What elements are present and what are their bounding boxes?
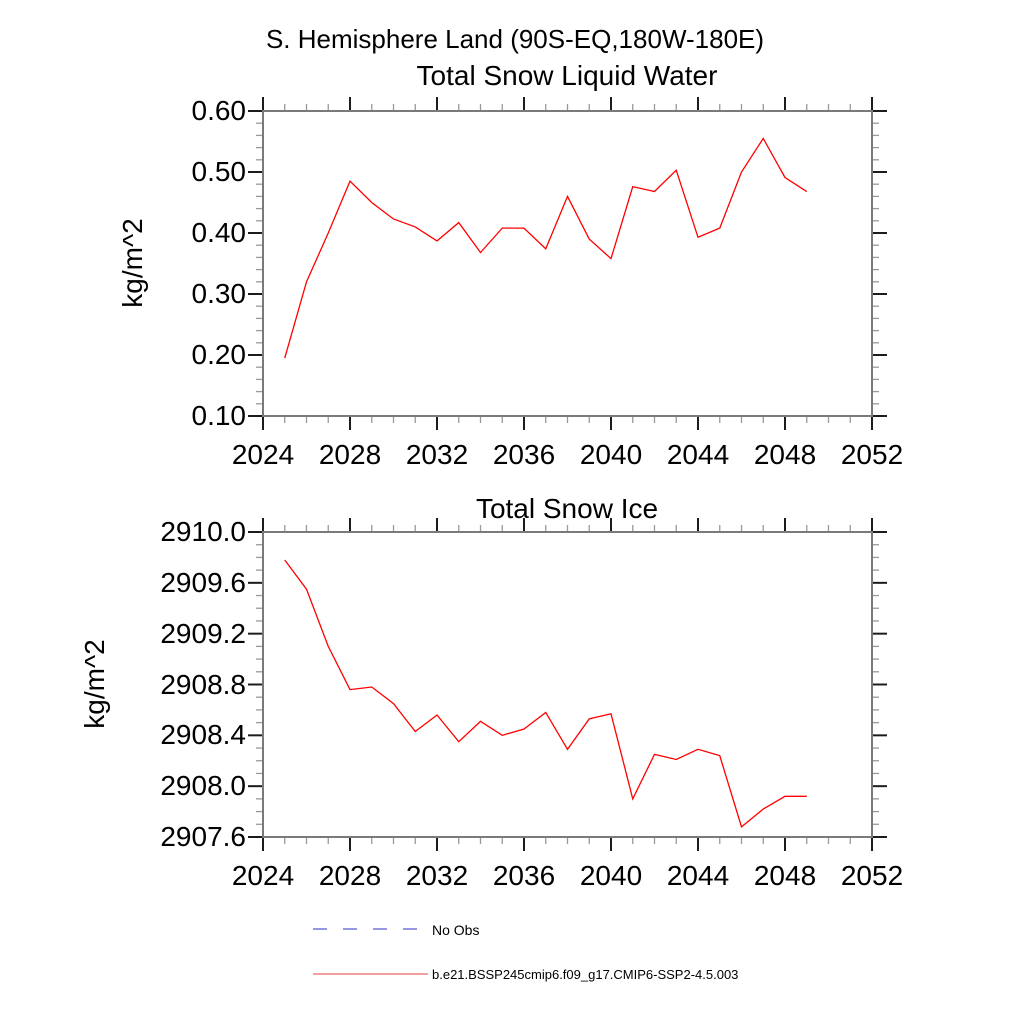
x-tick-label: 2032 bbox=[405, 439, 469, 470]
legend-label-model: b.e21.BSSP245cmip6.f09_g17.CMIP6-SSP2-4.… bbox=[432, 967, 739, 982]
figure-suptitle: S. Hemisphere Land (90S-EQ,180W-180E) bbox=[265, 24, 765, 54]
x-tick-label: 2048 bbox=[753, 860, 817, 891]
y-tick-label: 2909.6 bbox=[160, 566, 246, 598]
x-tick-label: 2044 bbox=[666, 860, 730, 891]
y-tick-label: 0.50 bbox=[191, 156, 247, 187]
chart-title-total-snow-liquid-water: Total Snow Liquid Water bbox=[416, 60, 718, 91]
y-tick-label: 2908.0 bbox=[160, 770, 246, 802]
y-tick-label: 2908.8 bbox=[160, 668, 246, 700]
y-tick-label: 0.60 bbox=[191, 95, 247, 126]
y-tick-label: 2908.4 bbox=[160, 719, 246, 751]
y-tick-label: 0.20 bbox=[191, 339, 247, 370]
legend-label-no-obs: No Obs bbox=[432, 922, 480, 938]
x-tick-label: 2048 bbox=[753, 439, 817, 470]
y-tick-label: 2910.0 bbox=[160, 516, 246, 547]
plot-frame bbox=[262, 110, 873, 417]
x-tick-label: 2028 bbox=[318, 439, 382, 470]
x-tick-label: 2024 bbox=[231, 439, 295, 470]
y-tick-label: 2907.6 bbox=[160, 821, 246, 852]
x-tick-label: 2032 bbox=[405, 860, 469, 891]
data-line bbox=[284, 137, 808, 359]
legend-line-no-obs bbox=[313, 928, 421, 930]
x-tick-label: 2036 bbox=[492, 439, 556, 470]
y-tick-label: 0.10 bbox=[191, 400, 247, 431]
y-tick-label: 2909.2 bbox=[160, 617, 246, 649]
x-tick-label: 2040 bbox=[579, 860, 643, 891]
data-line bbox=[284, 559, 807, 828]
y-tick-label: 0.30 bbox=[191, 278, 247, 309]
x-tick-label: 2052 bbox=[840, 439, 904, 470]
x-tick-label: 2044 bbox=[666, 439, 730, 470]
x-tick-label: 2028 bbox=[318, 860, 382, 891]
y-tick-label: 0.40 bbox=[191, 217, 247, 248]
plot-frame bbox=[262, 531, 873, 838]
x-tick-label: 2024 bbox=[231, 860, 295, 891]
x-tick-label: 2052 bbox=[840, 860, 904, 891]
legend-line-model bbox=[313, 973, 428, 975]
x-tick-label: 2036 bbox=[492, 860, 556, 891]
x-tick-label: 2040 bbox=[579, 439, 643, 470]
chart-title-total-snow-ice: Total Snow Ice bbox=[475, 493, 659, 524]
